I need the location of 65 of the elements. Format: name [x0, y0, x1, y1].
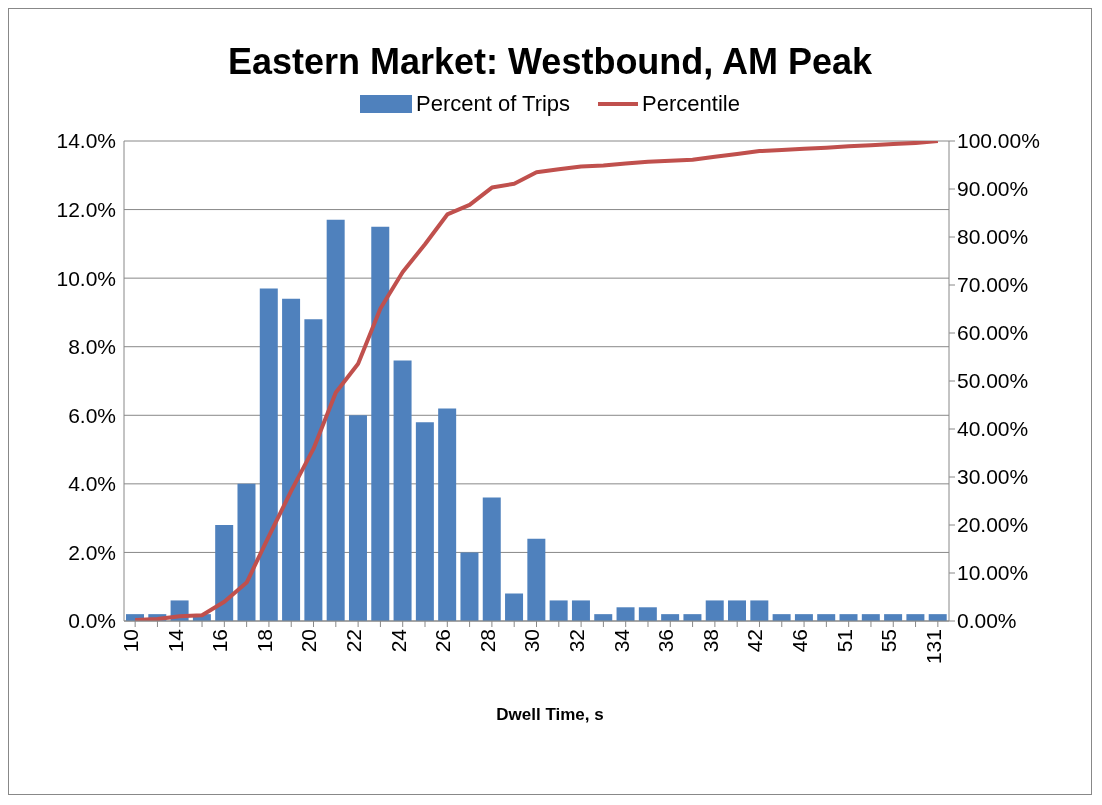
x-tick-label: 38 — [698, 629, 722, 653]
y-tick-label: 10.0% — [56, 266, 116, 290]
x-tick-label: 32 — [565, 629, 588, 653]
bar — [527, 538, 546, 621]
bar — [505, 593, 524, 621]
bar — [282, 298, 301, 621]
y2-tick-label: 90.00% — [957, 177, 1029, 201]
bar — [326, 219, 345, 621]
x-tick-label: 20 — [297, 629, 321, 653]
bar — [393, 360, 412, 621]
x-tick-label: 34 — [609, 628, 633, 653]
bar — [549, 600, 568, 621]
line-series — [133, 141, 940, 621]
x-tick-label: 131 — [921, 629, 945, 665]
y-tick-label: 2.0% — [68, 540, 116, 564]
chart-title: Eastern Market: Westbound, AM Peak — [226, 41, 874, 83]
bar — [415, 422, 434, 621]
x-tick-label: 51 — [832, 629, 856, 653]
bar — [638, 607, 657, 621]
x-tick-label: 42 — [743, 629, 767, 653]
y2-tick-label: 80.00% — [957, 225, 1029, 249]
bar — [304, 319, 323, 621]
y2-tick-label: 60.00% — [957, 321, 1029, 345]
bar — [728, 600, 747, 621]
legend-label: Percent of Trips — [416, 91, 571, 117]
x-tick-label: 55 — [877, 629, 901, 653]
y2-tick-label: 70.00% — [957, 273, 1029, 297]
bar — [215, 525, 234, 621]
bar — [616, 607, 635, 621]
y2-tick-label: 10.00% — [957, 561, 1029, 585]
y2-tick-label: 30.00% — [957, 465, 1029, 489]
bar — [571, 600, 590, 621]
x-tick-label: 46 — [787, 629, 811, 653]
y-tick-label: 8.0% — [68, 335, 116, 359]
y2-tick-label: 20.00% — [957, 513, 1029, 537]
y-tick-label: 4.0% — [68, 472, 116, 496]
bar — [705, 600, 724, 621]
y-tick-label: 14.0% — [56, 129, 116, 153]
bar — [750, 600, 769, 621]
x-tick-label: 22 — [342, 629, 366, 653]
x-tick-label: 26 — [431, 629, 455, 653]
bar — [259, 288, 278, 621]
bar — [482, 497, 501, 621]
x-tick-label: 24 — [386, 628, 410, 653]
y2-tick-label: 50.00% — [957, 369, 1029, 393]
x-axis-title: Dwell Time, s — [495, 705, 605, 725]
x-tick-label: 28 — [475, 629, 499, 653]
bar — [237, 483, 256, 621]
x-tick-label: 18 — [252, 629, 276, 653]
x-tick-label: 10 — [119, 629, 143, 653]
x-tick-label: 14 — [163, 628, 187, 653]
y-tick-label: 0.0% — [68, 609, 116, 633]
y-tick-label: 6.0% — [68, 403, 116, 427]
x-tick-label: 30 — [520, 629, 544, 653]
legend-label: Percentile — [642, 91, 740, 117]
bar — [371, 226, 390, 621]
y-tick-label: 12.0% — [56, 198, 116, 222]
bar — [460, 552, 479, 621]
y2-tick-label: 0.00% — [957, 609, 1017, 633]
bar — [348, 415, 367, 621]
x-tick-label: 36 — [654, 629, 678, 653]
y2-tick-label: 40.00% — [957, 417, 1029, 441]
y2-tick-label: 100.00% — [957, 129, 1040, 153]
x-tick-label: 16 — [208, 629, 232, 653]
bar — [438, 408, 457, 621]
